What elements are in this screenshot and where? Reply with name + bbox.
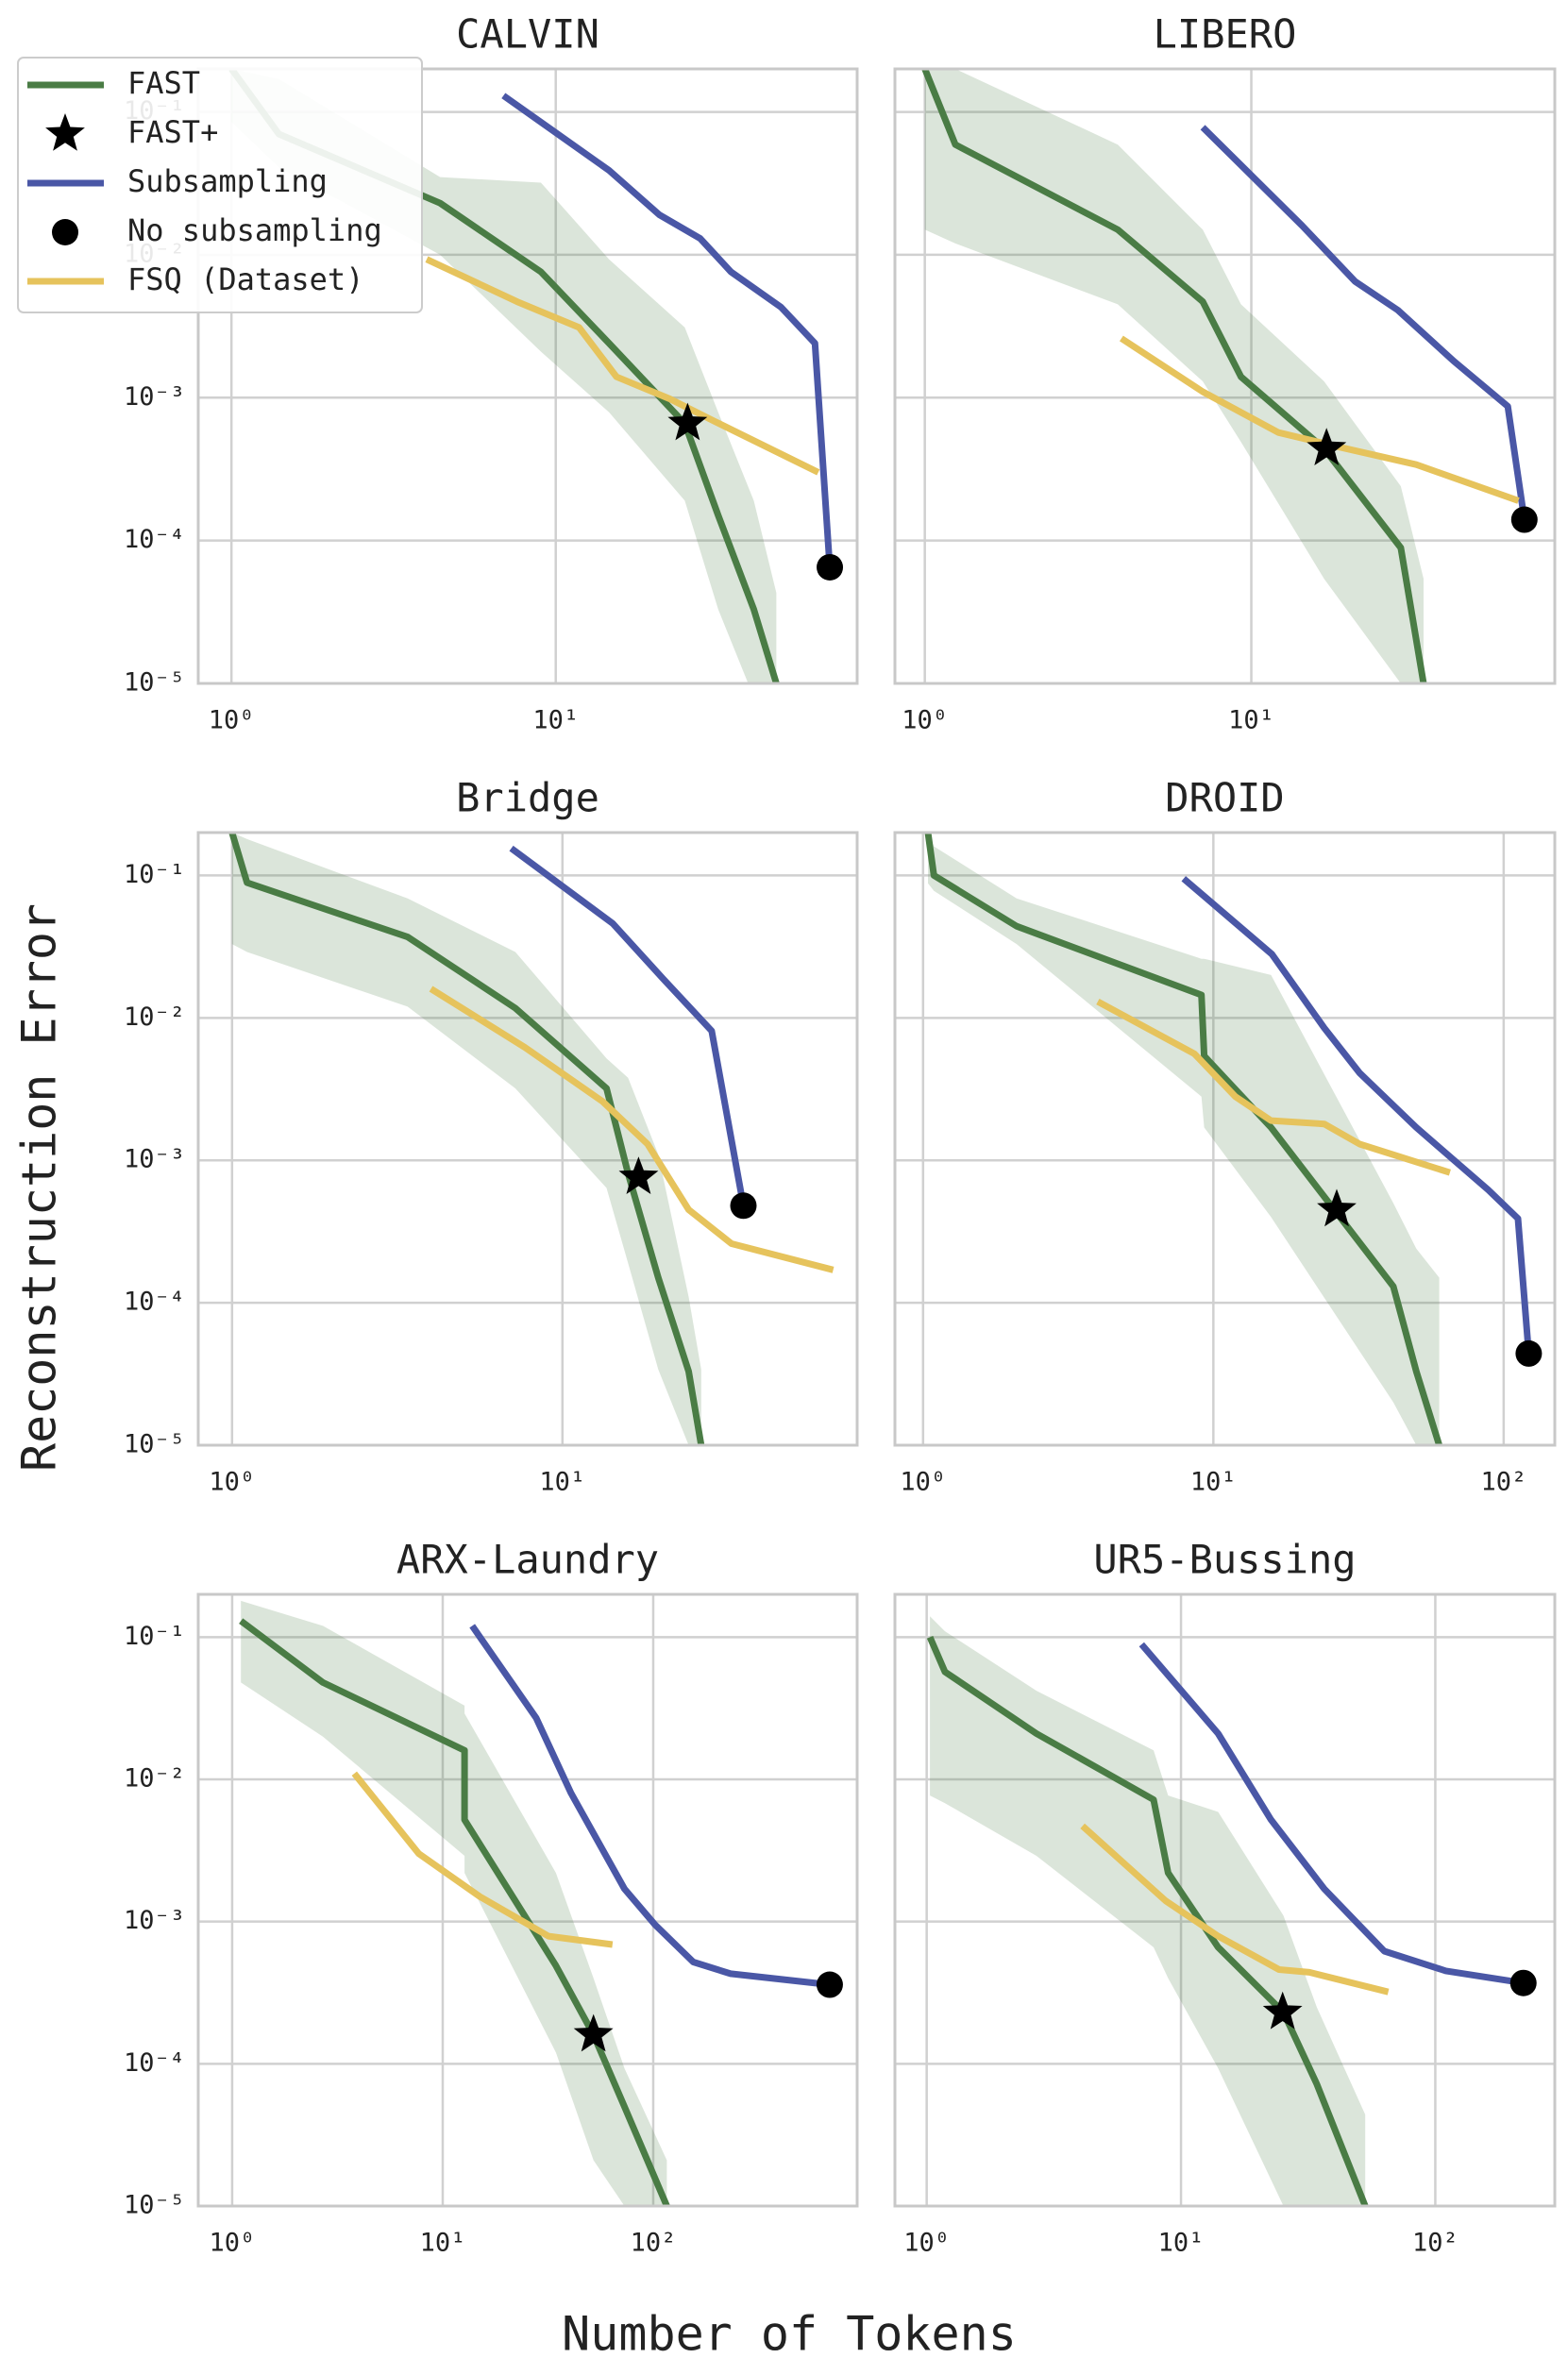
x-tick-label: 10⁰	[209, 706, 255, 735]
x-axis-label: Number of Tokens	[562, 2307, 1017, 2362]
y-tick-label: 10⁻⁵	[124, 1430, 185, 1459]
series-line	[429, 985, 835, 1273]
series-line	[1080, 1823, 1390, 1996]
series-line	[1119, 335, 1520, 504]
x-tick-label: 10²	[631, 2229, 677, 2258]
error-band	[231, 833, 701, 1445]
series-line	[1181, 876, 1532, 1355]
axes-frame	[196, 67, 859, 685]
axes-frame	[893, 67, 1557, 685]
x-tick-label: 10¹	[1190, 1468, 1237, 1497]
y-tick-label: 10⁻⁴	[124, 525, 185, 554]
series-line	[501, 93, 834, 568]
y-tick-label: 10⁻¹	[124, 860, 185, 889]
legend-swatch	[52, 219, 78, 245]
legend-label: FSQ (Dataset)	[127, 261, 363, 297]
legend-box	[17, 57, 423, 313]
series-line	[469, 1624, 831, 1988]
x-tick-label: 10¹	[1158, 2229, 1205, 2258]
error-band	[930, 1616, 1366, 2206]
star-marker	[1262, 1991, 1303, 2030]
legend-swatch	[45, 113, 85, 151]
y-tick-label: 10⁻⁵	[124, 668, 185, 698]
dot-marker	[816, 1971, 843, 1998]
series-line	[1138, 1642, 1525, 1987]
error-band	[924, 69, 1424, 683]
dot-marker	[730, 1192, 757, 1220]
x-tick-label: 10⁰	[210, 2229, 256, 2258]
plot-area	[921, 69, 1528, 683]
y-tick-label: 10⁻⁴	[124, 2048, 185, 2078]
y-tick-label: 10⁻⁴	[124, 1288, 185, 1317]
x-tick-label: 10¹	[532, 706, 579, 735]
legend: FAST FAST+ Subsampling No subsampling FSQ (D…	[17, 57, 423, 313]
series-line	[924, 833, 1442, 1445]
dot-marker	[1515, 1339, 1543, 1367]
plot-area	[926, 1616, 1525, 2206]
chart-title: UR5-Bussing	[1093, 1537, 1356, 1583]
x-tick-label: 10⁰	[209, 1468, 255, 1497]
x-tick-label: 10²	[1480, 1468, 1526, 1497]
x-tick-label: 10¹	[420, 2229, 466, 2258]
star-marker	[667, 402, 708, 441]
dot-marker	[1510, 506, 1538, 533]
series-line	[1200, 125, 1528, 521]
y-axis-label: Reconstruction Error	[12, 903, 67, 1472]
chart-title: Bridge	[456, 775, 599, 821]
x-tick-label: 10⁰	[900, 1468, 946, 1497]
chart-title: CALVIN	[456, 11, 599, 58]
star-marker	[1317, 1188, 1357, 1227]
plot-area	[239, 1600, 831, 2206]
y-tick-label: 10⁻³	[124, 382, 185, 412]
plot-area	[228, 833, 835, 1445]
y-tick-label: 10⁻²	[124, 1764, 185, 1794]
dot-marker	[1509, 1969, 1537, 1996]
legend-label: Subsampling	[127, 163, 328, 199]
x-tick-label: 10⁰	[903, 2229, 950, 2258]
chart-title: LIBERO	[1154, 11, 1297, 58]
chart-title: DROID	[1165, 775, 1284, 821]
legend-label: FAST+	[127, 114, 218, 150]
series-line	[926, 1636, 1369, 2206]
x-tick-label: 10¹	[539, 1468, 585, 1497]
y-tick-label: 10⁻³	[124, 1906, 185, 1935]
plot-area	[924, 833, 1532, 1445]
x-tick-label: 10¹	[1228, 706, 1274, 735]
star-marker	[573, 2013, 614, 2052]
axes-frame	[893, 1592, 1557, 2208]
series-line	[351, 1771, 614, 1948]
legend-label: No subsampling	[127, 212, 382, 248]
y-tick-label: 10⁻²	[124, 1002, 185, 1032]
error-band	[241, 1600, 667, 2206]
chart-title: ARX-Laundry	[396, 1537, 659, 1583]
y-tick-label: 10⁻³	[124, 1145, 185, 1174]
series-line	[921, 69, 1427, 683]
series-line	[228, 833, 705, 1445]
x-tick-label: 10⁰	[902, 706, 948, 735]
axes-frame	[196, 1592, 859, 2208]
dot-marker	[817, 553, 844, 581]
axes-frame	[196, 831, 859, 1447]
series-line	[425, 256, 820, 476]
error-band	[928, 833, 1440, 1445]
star-marker	[618, 1156, 659, 1194]
series-line	[1096, 999, 1451, 1176]
series-line	[509, 845, 747, 1206]
legend-label: FAST	[127, 65, 200, 101]
x-tick-label: 10²	[1412, 2229, 1458, 2258]
y-tick-label: 10⁻¹	[124, 1622, 185, 1651]
axes-frame	[893, 831, 1557, 1447]
y-tick-label: 10⁻⁵	[124, 2191, 185, 2220]
star-marker	[1307, 428, 1347, 465]
series-line	[239, 1618, 670, 2206]
